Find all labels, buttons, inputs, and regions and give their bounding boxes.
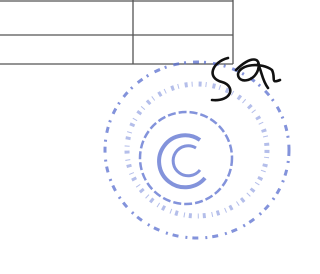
scan — [0, 0, 296, 274]
stamp-text-ring — [127, 84, 267, 216]
stamp-inner-ring — [140, 112, 232, 204]
table-edge — [0, 0, 233, 64]
stamp-outer-ring — [105, 62, 289, 238]
stamp-emblem — [173, 146, 200, 176]
page — [0, 0, 296, 274]
stamp — [105, 62, 289, 238]
stamp-emblem — [159, 135, 205, 187]
